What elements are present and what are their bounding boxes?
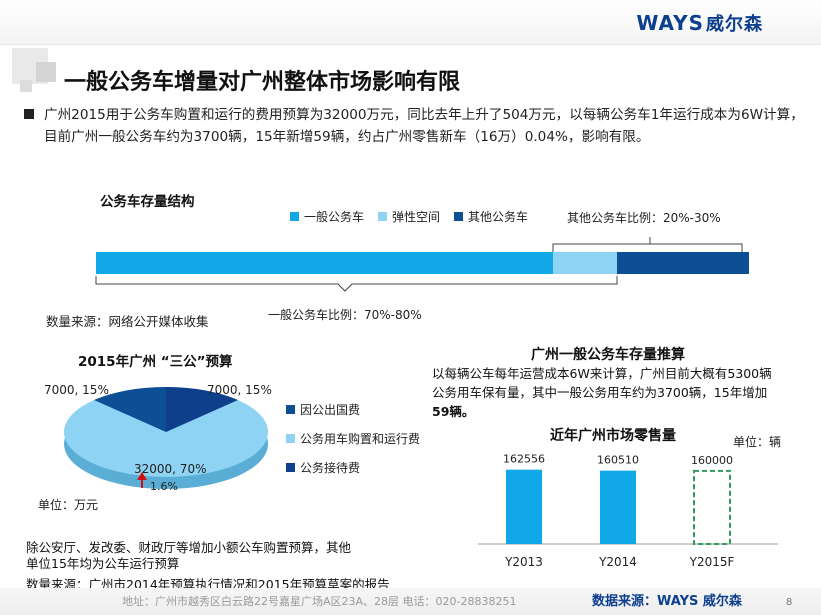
other-ratio-bracket xyxy=(552,237,743,252)
legend-reception: 公务接待费 xyxy=(286,459,420,476)
bullet-square-icon xyxy=(24,109,34,119)
budget-note-1: 除公安厅、发改委、财政厅等增加小额公车购置预算，其他 xyxy=(26,540,352,555)
stock-segment-elastic xyxy=(553,252,617,274)
budget-title: 2015年广州 “三公”预算 xyxy=(78,354,233,370)
budget-note-2: 单位15年均为公车运行预算 xyxy=(26,556,180,571)
stock-source: 数量来源：网络公开媒体收集 xyxy=(46,314,209,329)
footer-address: 地址：广州市越秀区白云路22号嘉星广场A区23A、28层 电话：020-2883… xyxy=(122,595,517,608)
legend-abroad: 因公出国费 xyxy=(286,401,420,418)
footer-source: 数据来源：WAYS 威尔森 xyxy=(592,594,742,609)
general-ratio-label: 一般公务车比例：70%-80% xyxy=(268,308,422,322)
ways-logo: WAYS 威尔森 xyxy=(636,10,763,36)
category-label: Y2013 xyxy=(504,555,543,569)
page-title: 一般公务车增量对广州整体市场影响有限 xyxy=(64,70,461,95)
budget-unit: 单位：万元 xyxy=(38,498,99,512)
stock-title: 公务车存量结构 xyxy=(100,194,195,210)
bar-Y2015F xyxy=(693,469,731,546)
retail-bar-chart: 162556 Y2013 160510 Y2014 160000 Y2015F xyxy=(478,453,778,569)
footer-bar xyxy=(0,588,821,615)
pie-slice-abroad xyxy=(94,386,166,432)
swatch-elastic xyxy=(378,212,388,221)
category-label: Y2015F xyxy=(689,555,735,569)
legend-general: 一般公务车 xyxy=(290,208,364,225)
estimate-text: 以每辆公车每年运营成本6W来计算，广州目前大概有5300辆 公务用车保有量，其中… xyxy=(432,366,772,419)
legend-vehicle: 公务用车购置和运行费 xyxy=(286,430,420,447)
header-bar xyxy=(0,0,821,45)
swatch-other xyxy=(454,212,464,221)
increase-arrow-head xyxy=(137,472,147,480)
other-ratio-label: 其他公务车比例：20%-30% xyxy=(567,211,721,225)
budget-legend: 因公出国费 公务用车购置和运行费 公务接待费 xyxy=(286,401,420,476)
pie-label-top-right: 7000, 15% xyxy=(207,383,272,397)
stock-bar-chart xyxy=(95,237,749,292)
retail-chart-title: 近年广州市场零售量 xyxy=(550,428,676,444)
summary-paragraph: 广州2015用于公务车购置和运行的费用预算为32000万元，同比去年上升了504… xyxy=(44,107,804,145)
bar-value-label: 160000 xyxy=(691,454,733,467)
logo-text: WAYS xyxy=(636,11,704,35)
stock-legend: 一般公务车 弹性空间 其他公务车 xyxy=(290,208,528,225)
pie-label-arrow: 1.6% xyxy=(150,480,178,493)
category-label: Y2014 xyxy=(598,555,637,569)
legend-elastic: 弹性空间 xyxy=(378,208,440,225)
bar-value-label: 160510 xyxy=(597,454,639,467)
budget-pie-chart xyxy=(64,386,268,489)
pie-label-main: 32000, 70% xyxy=(134,462,207,476)
stock-segment-other xyxy=(617,252,749,274)
retail-chart-unit: 单位：辆 xyxy=(733,435,782,449)
estimate-title: 广州一般公务车存量推算 xyxy=(531,347,685,363)
decor-square-3 xyxy=(20,80,32,92)
logo-cn: 威尔森 xyxy=(706,14,763,35)
pie-slice-reception xyxy=(166,386,238,432)
page-number: 8 xyxy=(786,597,793,608)
general-ratio-bracket xyxy=(95,276,618,292)
bar-Y2014 xyxy=(600,470,636,544)
bar-Y2013 xyxy=(506,469,542,544)
decor-square-2 xyxy=(36,62,56,82)
legend-other: 其他公务车 xyxy=(454,208,528,225)
stock-segment-general xyxy=(96,252,553,274)
swatch-general xyxy=(290,212,299,221)
pie-label-top-left: 7000, 15% xyxy=(44,383,109,397)
bar-value-label: 162556 xyxy=(503,453,545,466)
